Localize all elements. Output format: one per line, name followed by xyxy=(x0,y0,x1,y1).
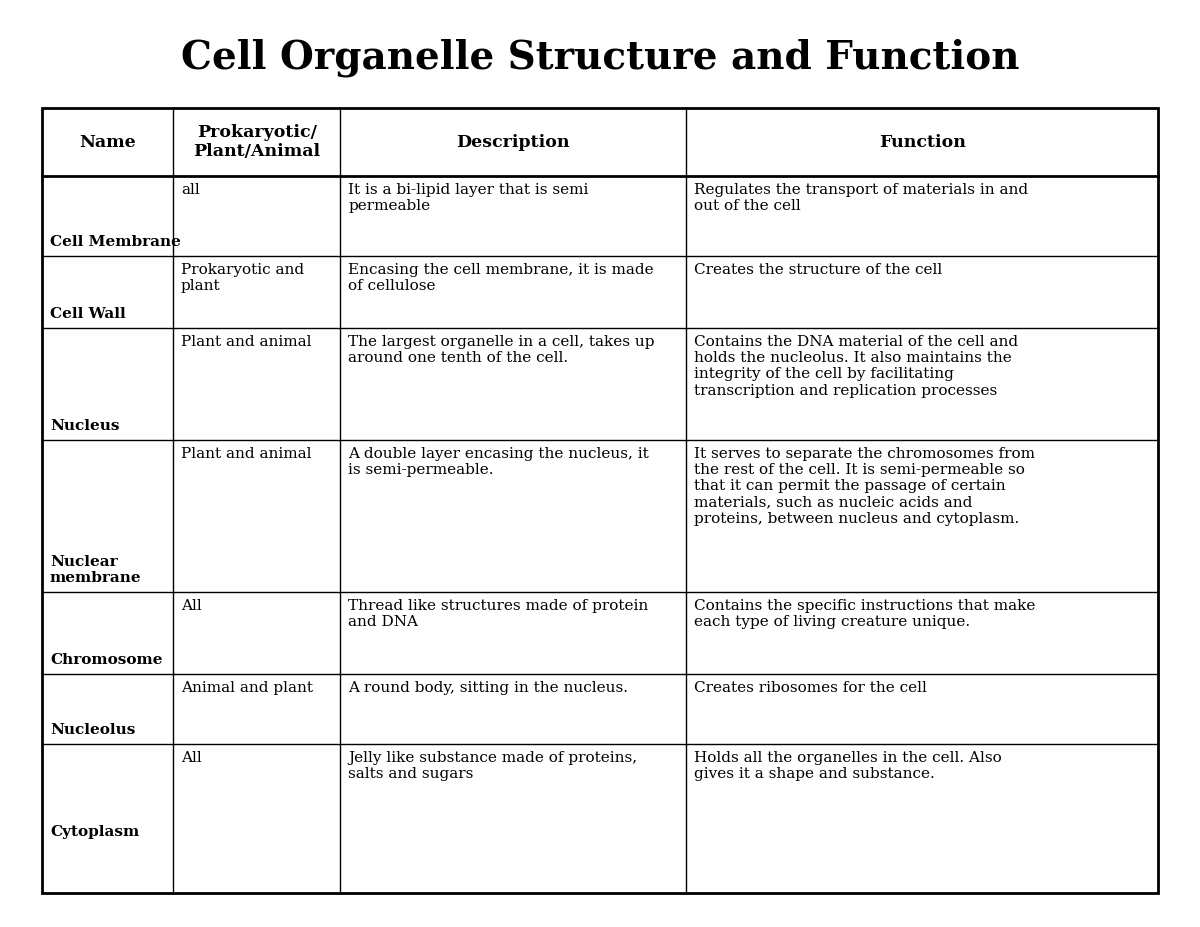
Text: Creates ribosomes for the cell: Creates ribosomes for the cell xyxy=(694,681,928,695)
Bar xyxy=(42,108,1158,893)
Text: All: All xyxy=(181,751,202,765)
Text: Chromosome: Chromosome xyxy=(50,653,162,667)
Text: Cytoplasm: Cytoplasm xyxy=(50,825,139,839)
Text: Cell Membrane: Cell Membrane xyxy=(50,235,181,249)
Text: Encasing the cell membrane, it is made
of cellulose: Encasing the cell membrane, it is made o… xyxy=(348,263,654,293)
Text: Plant and animal: Plant and animal xyxy=(181,335,312,349)
Text: Function: Function xyxy=(878,133,966,150)
Text: Nucleus: Nucleus xyxy=(50,419,120,433)
Text: A double layer encasing the nucleus, it
is semi-permeable.: A double layer encasing the nucleus, it … xyxy=(348,447,649,477)
Text: Holds all the organelles in the cell. Also
gives it a shape and substance.: Holds all the organelles in the cell. Al… xyxy=(694,751,1002,781)
Text: Thread like structures made of protein
and DNA: Thread like structures made of protein a… xyxy=(348,599,649,629)
Text: all: all xyxy=(181,183,199,197)
Text: A round body, sitting in the nucleus.: A round body, sitting in the nucleus. xyxy=(348,681,629,695)
Text: Nuclear
membrane: Nuclear membrane xyxy=(50,554,142,585)
Text: The largest organelle in a cell, takes up
around one tenth of the cell.: The largest organelle in a cell, takes u… xyxy=(348,335,655,365)
Text: All: All xyxy=(181,599,202,613)
Text: Description: Description xyxy=(456,133,570,150)
Text: Prokaryotic and
plant: Prokaryotic and plant xyxy=(181,263,304,293)
Text: Name: Name xyxy=(79,133,136,150)
Text: Contains the specific instructions that make
each type of living creature unique: Contains the specific instructions that … xyxy=(694,599,1036,629)
Text: Plant and animal: Plant and animal xyxy=(181,447,312,461)
Text: Jelly like substance made of proteins,
salts and sugars: Jelly like substance made of proteins, s… xyxy=(348,751,637,781)
Text: Cell Wall: Cell Wall xyxy=(50,307,126,321)
Text: Prokaryotic/
Plant/Animal: Prokaryotic/ Plant/Animal xyxy=(193,123,320,160)
Text: Cell Organelle Structure and Function: Cell Organelle Structure and Function xyxy=(181,39,1019,77)
Text: Animal and plant: Animal and plant xyxy=(181,681,313,695)
Text: It serves to separate the chromosomes from
the rest of the cell. It is semi-perm: It serves to separate the chromosomes fr… xyxy=(694,447,1036,526)
Text: Regulates the transport of materials in and
out of the cell: Regulates the transport of materials in … xyxy=(694,183,1028,213)
Text: Contains the DNA material of the cell and
holds the nucleolus. It also maintains: Contains the DNA material of the cell an… xyxy=(694,335,1019,398)
Text: Creates the structure of the cell: Creates the structure of the cell xyxy=(694,263,942,277)
Text: Nucleolus: Nucleolus xyxy=(50,723,136,737)
Text: It is a bi-lipid layer that is semi
permeable: It is a bi-lipid layer that is semi perm… xyxy=(348,183,589,213)
